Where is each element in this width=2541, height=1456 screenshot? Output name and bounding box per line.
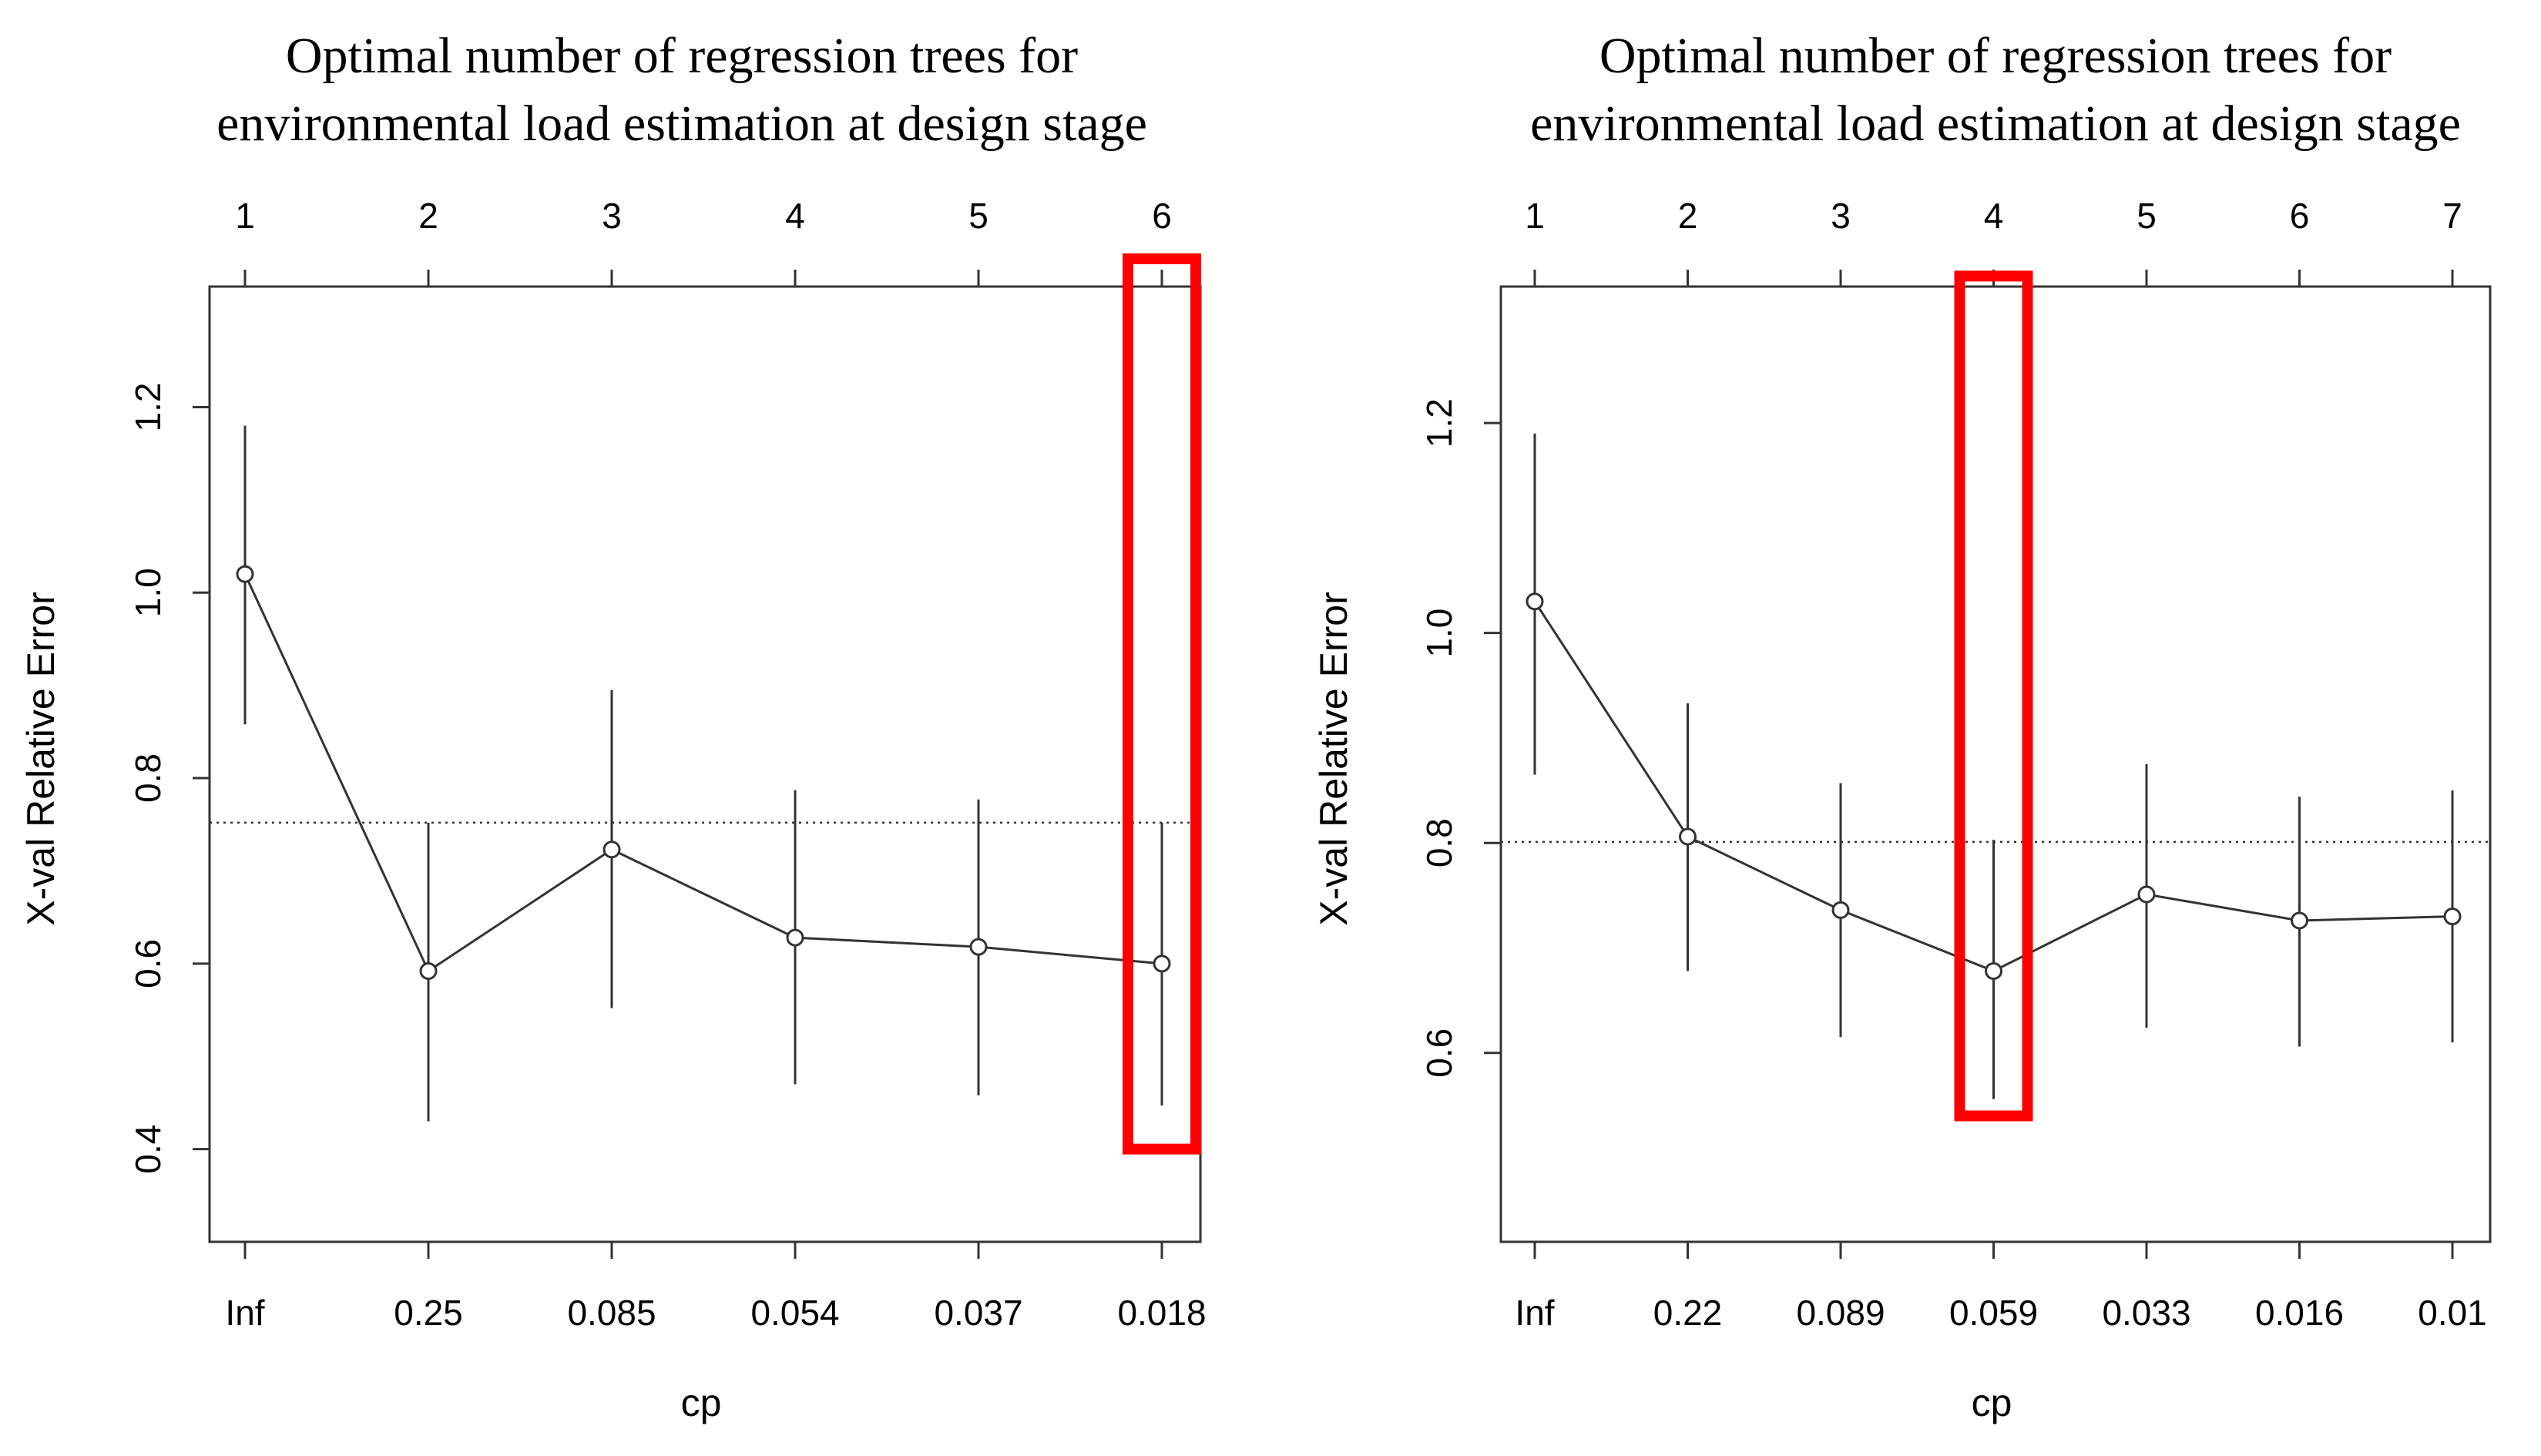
left-y-tick-label: 0.8 [128,753,168,803]
right-y-tick-label: 0.8 [1419,818,1459,867]
right-y-tick-label: 1.0 [1419,609,1459,658]
right-top-tick-label: 6 [2290,196,2310,236]
left-data-point [419,961,438,980]
left-plot-frame [208,285,1202,1243]
right-y-tick-label: 0.6 [1419,1028,1459,1078]
left-y-tick-label: 1.2 [128,383,168,432]
left-data-point [236,565,254,583]
left-y-tick-label: 0.6 [128,939,168,988]
right-top-tick-label: 5 [2137,196,2157,236]
right-x-tick-label: 0.016 [2255,1293,2344,1333]
right-plot-frame [1499,285,2492,1243]
right-x-tick-label: 0.059 [1949,1293,2038,1333]
right-data-point [1831,901,1850,919]
left-x-tick-label: 0.054 [750,1293,839,1333]
left-x-tick-label: Inf [225,1293,264,1333]
left-x-tick-label: 0.085 [567,1293,656,1333]
left-y-tick-label: 0.4 [128,1125,168,1174]
left-x-tick-label: 0.037 [934,1293,1022,1333]
right-data-point [2291,911,2308,930]
left-top-tick-label: 5 [968,196,989,236]
left-data-point [1153,954,1171,973]
right-chart-panel: Optimal number of regression trees for e… [1312,28,2492,1424]
right-data-point [2443,907,2462,926]
right-top-tick-label: 4 [1984,196,2004,236]
left-chart-title-line2: environmental load estimation at design … [217,96,1147,152]
right-data-point [2137,885,2156,904]
right-optimal-highlight-box [1954,270,2033,1122]
right-top-tick-label: 3 [1831,196,1851,236]
right-top-tick-label: 1 [1525,196,1545,236]
left-top-tick-label: 1 [235,196,255,236]
right-data-point [1985,961,2002,980]
right-data-point [1526,592,1544,611]
left-x-axis-label: cp [681,1381,722,1424]
left-series-line [243,573,1163,973]
left-chart-title-line1: Optimal number of regression trees for [286,28,1078,84]
left-top-tick-label: 6 [1152,196,1172,236]
right-top-tick-label: 7 [2442,196,2462,236]
right-x-tick-label: 0.033 [2102,1293,2190,1333]
right-y-tick-label: 1.2 [1419,398,1459,448]
left-x-tick-label: 0.25 [394,1293,463,1333]
right-x-tick-label: Inf [1515,1293,1554,1333]
left-data-point [786,928,804,947]
right-y-axis-label: X-val Relative Error [1312,592,1355,925]
right-chart-title-line2: environmental load estimation at design … [1530,96,2461,152]
left-top-tick-label: 3 [602,196,622,236]
right-x-axis-label: cp [1972,1381,2012,1424]
right-x-tick-label: 0.22 [1653,1293,1723,1333]
right-x-tick-label: 0.01 [2418,1293,2487,1333]
right-x-tick-label: 0.089 [1796,1293,1885,1333]
left-top-tick-label: 4 [785,196,805,236]
left-y-axis-label: X-val Relative Error [19,592,62,925]
left-top-tick-label: 2 [418,196,438,236]
left-x-tick-label: 0.018 [1117,1293,1206,1333]
right-chart-title-line1: Optimal number of regression trees for [1599,28,2392,84]
left-optimal-highlight-box [1123,253,1201,1155]
left-data-point [969,938,988,956]
right-top-tick-label: 2 [1678,196,1698,236]
left-chart-panel: Optimal number of regression trees for e… [19,28,1207,1424]
left-data-point [603,840,621,859]
left-y-tick-label: 1.0 [128,568,168,617]
right-data-point [1679,827,1697,846]
